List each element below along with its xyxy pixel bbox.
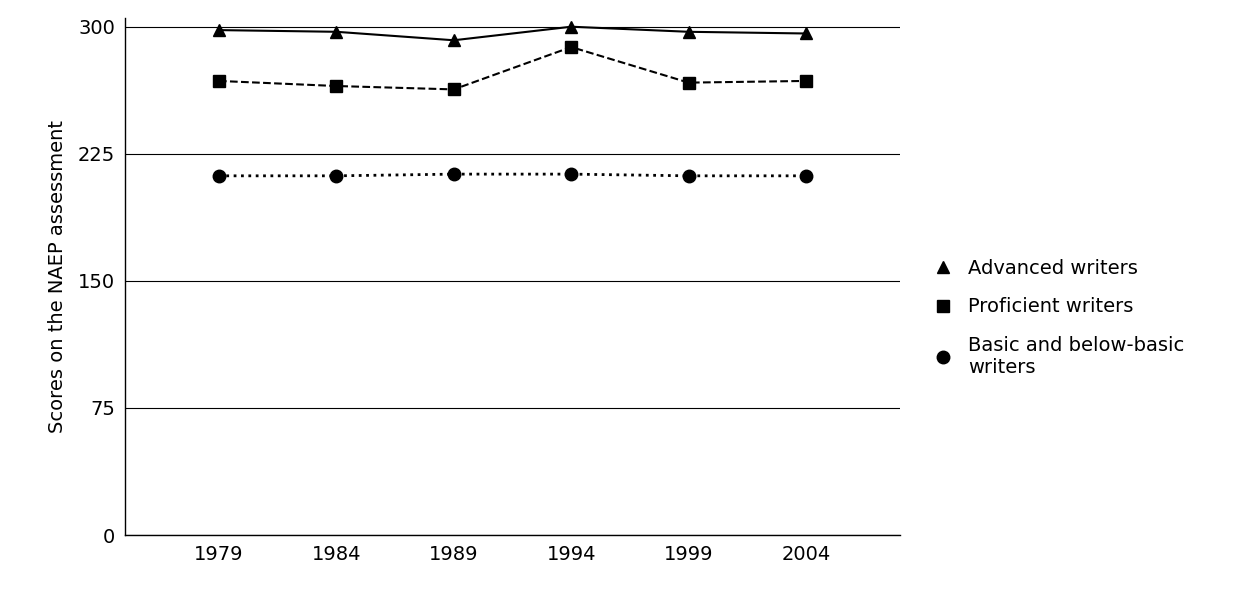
Y-axis label: Scores on the NAEP assessment: Scores on the NAEP assessment (48, 120, 68, 433)
Legend: Advanced writers, Proficient writers, Basic and below-basic
writers: Advanced writers, Proficient writers, Ba… (925, 251, 1192, 385)
